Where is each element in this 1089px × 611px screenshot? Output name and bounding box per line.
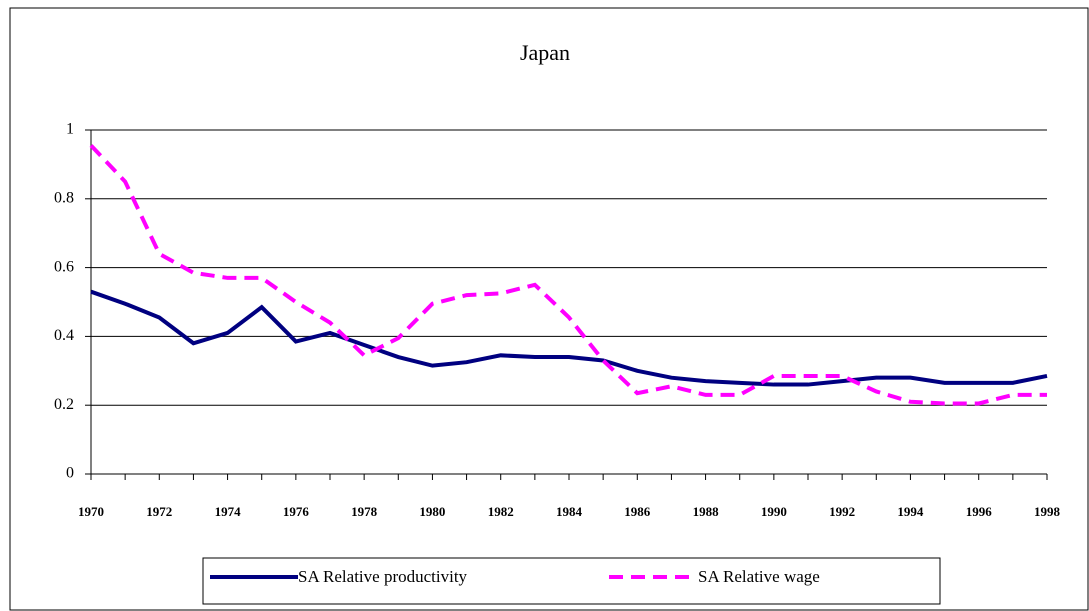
x-tick-label: 1996 [966, 504, 993, 519]
x-tick-label: 1992 [829, 504, 855, 519]
y-tick-label: 0 [66, 465, 74, 482]
y-tick-label: 0.6 [54, 258, 74, 275]
y-tick-label: 0.8 [54, 189, 74, 206]
series-line [89, 144, 1047, 406]
y-tick-label: 1 [66, 121, 74, 138]
x-tick-label: 1970 [78, 504, 104, 519]
x-tick-label: 1974 [215, 504, 242, 519]
x-tick-label: 1976 [283, 504, 310, 519]
legend-label: SA Relative productivity [298, 567, 468, 586]
y-tick-label: 0.4 [54, 327, 74, 344]
x-tick-label: 1986 [624, 504, 651, 519]
chart-title: Japan [520, 40, 570, 65]
x-tick-label: 1984 [556, 504, 583, 519]
legend-box [202, 557, 941, 605]
x-tick-label: 1978 [351, 504, 378, 519]
series-line [90, 289, 1048, 387]
x-tick-label: 1990 [761, 504, 787, 519]
x-tick-label: 1972 [146, 504, 172, 519]
x-tick-label: 1980 [419, 504, 445, 519]
x-tick-label: 1982 [488, 504, 514, 519]
x-tick-label: 1998 [1034, 504, 1061, 519]
y-tick-label: 0.2 [54, 396, 74, 413]
legend-label: SA Relative wage [698, 567, 820, 586]
chart-frame [9, 7, 1089, 611]
x-tick-label: 1988 [693, 504, 720, 519]
x-tick-label: 1994 [897, 504, 924, 519]
